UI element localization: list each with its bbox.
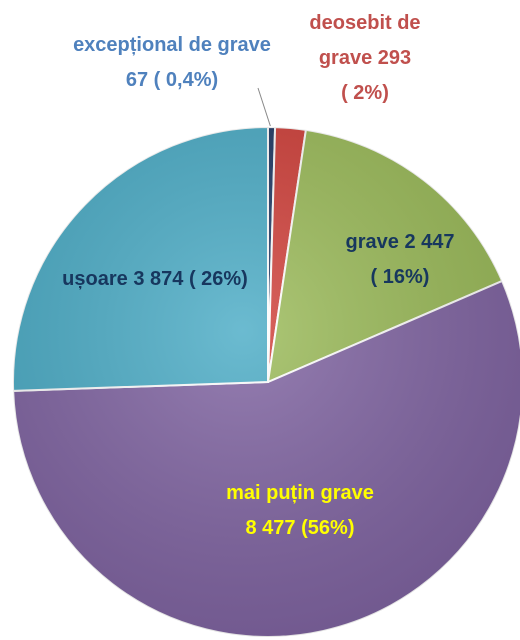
percent-label: ( 2%) [341,82,389,104]
slice-label: mai puțin grave 8 477 (56%) [200,476,400,546]
value-label: 67 [125,69,149,91]
value-label: 8 477 [245,517,296,539]
category-name: deosebit de grave [309,12,421,69]
category-name: mai puțin grave [226,482,374,504]
category-name: excepțional de grave [73,34,271,56]
slice-label: excepțional de grave 67 ( 0,4%) [72,28,272,98]
slice-label: deosebit de grave 293 ( 2%) [300,6,430,111]
percent-label: ( 26%) [188,268,248,290]
value-label: 2 447 [404,231,455,253]
leader-line [257,87,272,129]
category-name: ușoare [62,268,128,290]
slice-label: ușoare 3 874 ( 26%) [60,262,250,297]
value-label: 293 [377,47,412,69]
percent-label: ( 16%) [370,266,430,288]
slice-label: grave 2 447 ( 16%) [315,225,485,295]
pie-slice [12,125,269,392]
value-label: 3 874 [133,268,184,290]
percent-label: ( 0,4%) [153,69,219,91]
category-name: grave [345,231,399,253]
percent-label: (56%) [301,517,355,539]
